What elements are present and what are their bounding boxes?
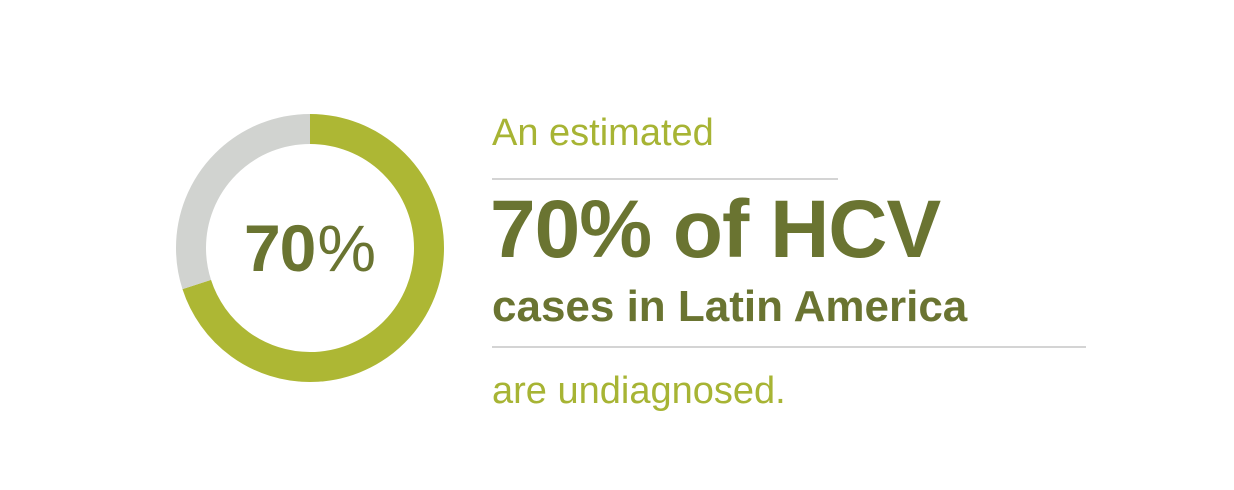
headline: 70% of HCV [490,184,941,275]
donut-segment-remainder [176,114,444,382]
donut-center-unit: % [317,211,377,285]
tail-text: are undiagnosed. [492,370,786,412]
donut-center-value: 70 [243,211,316,285]
donut-chart: 70 % [170,105,450,391]
divider-bottom [492,346,1086,348]
lead-text: An estimated [492,112,714,154]
donut-svg [176,114,444,382]
divider-top [492,178,838,180]
donut-center-label: 70 % [170,105,450,391]
subheadline: cases in Latin America [492,282,968,331]
